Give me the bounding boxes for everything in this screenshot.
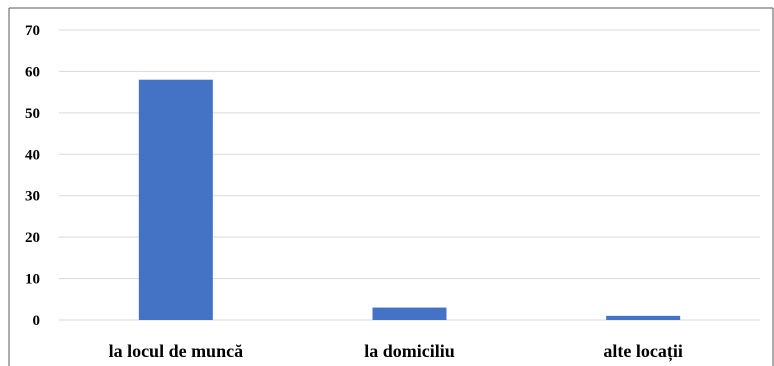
bars	[138, 79, 681, 320]
y-tick-label-30: 30	[25, 189, 40, 205]
x-category-label-3: alte locații	[603, 341, 682, 362]
y-tick-label-20: 20	[25, 230, 40, 246]
y-tick-label-60: 60	[25, 64, 40, 80]
y-tick-label-50: 50	[25, 106, 40, 122]
bar-2	[372, 307, 447, 320]
y-tick-label-10: 10	[25, 272, 40, 288]
x-axis-labels: la locul de muncă la domiciliu alte locați…	[109, 341, 683, 362]
x-category-label-1: la locul de muncă	[109, 341, 244, 361]
y-tick-label-70: 70	[25, 23, 40, 39]
bar-1	[138, 79, 213, 320]
y-tick-label-0: 0	[33, 313, 41, 329]
y-axis-ticks: 0 10 20 30 40 50 60 70	[25, 23, 40, 329]
chart-frame	[8, 7, 774, 366]
bar-3	[606, 315, 681, 320]
y-tick-label-40: 40	[25, 147, 40, 163]
x-category-label-2: la domiciliu	[364, 341, 455, 361]
